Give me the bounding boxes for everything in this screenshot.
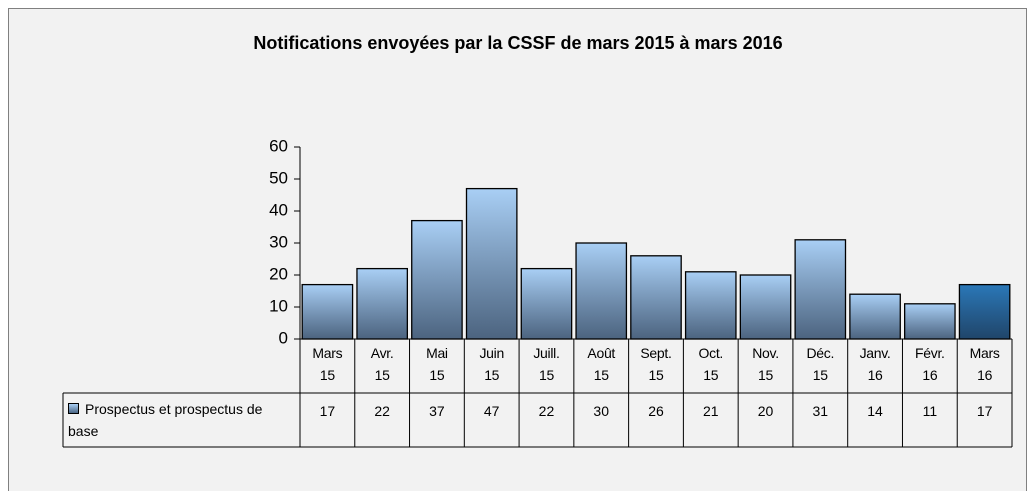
chart-title: Notifications envoyées par la CSSF de ma… xyxy=(253,33,782,53)
x-tick-label: Mars 15 xyxy=(312,345,343,383)
bar xyxy=(575,242,628,340)
bar xyxy=(356,267,408,340)
bar xyxy=(465,187,518,340)
table-value: 26 xyxy=(648,403,664,419)
bar xyxy=(958,283,1011,340)
y-tick-label: 50 xyxy=(269,168,288,187)
x-tick-label: Déc. 15 xyxy=(806,345,835,383)
table-value: 31 xyxy=(812,403,829,419)
table-value: 22 xyxy=(374,403,390,419)
bar xyxy=(794,239,847,340)
x-tick-label: Févr. 16 xyxy=(915,345,945,383)
table-value: 30 xyxy=(593,403,610,419)
table-value: 20 xyxy=(757,403,774,419)
y-tick-label: 40 xyxy=(269,200,288,219)
bar xyxy=(684,271,737,340)
table-value: 37 xyxy=(429,403,445,419)
legend-entry: Prospectus et prospectus de base xyxy=(68,398,288,442)
bar xyxy=(630,255,682,340)
table-value: 22 xyxy=(538,403,555,419)
legend-key xyxy=(68,403,79,414)
x-tick-label: Nov. 15 xyxy=(752,345,779,383)
table-value: 11 xyxy=(922,403,938,419)
y-tick-label: 20 xyxy=(269,264,288,283)
bar xyxy=(739,274,792,340)
table-value: 17 xyxy=(319,403,336,419)
bar xyxy=(904,303,956,340)
bar xyxy=(520,267,573,340)
x-tick-label: Sept. 15 xyxy=(640,345,672,383)
bar xyxy=(301,283,354,340)
x-tick-label: Juin 15 xyxy=(479,345,504,383)
x-tick-label: Mai 15 xyxy=(426,345,448,383)
x-tick-label: Août 15 xyxy=(587,345,616,383)
table-value: 17 xyxy=(976,403,993,419)
legend-label: Prospectus et prospectus de base xyxy=(68,401,263,439)
bar xyxy=(849,293,901,340)
x-tick-label: Oct. 15 xyxy=(698,345,724,383)
y-tick-label: 60 xyxy=(269,136,288,155)
y-tick-label: 30 xyxy=(269,232,288,251)
table-value: 21 xyxy=(702,403,719,419)
y-tick-label: 0 xyxy=(279,328,288,347)
table-value: 47 xyxy=(483,403,500,419)
table-value: 14 xyxy=(867,403,883,419)
x-tick-label: Juill. 15 xyxy=(533,345,560,383)
y-tick-label: 10 xyxy=(269,296,288,315)
x-tick-label: Mars 16 xyxy=(969,345,1000,383)
bar xyxy=(411,219,463,340)
x-tick-label: Janv. 16 xyxy=(859,345,891,383)
x-tick-label: Avr. 15 xyxy=(370,345,394,383)
